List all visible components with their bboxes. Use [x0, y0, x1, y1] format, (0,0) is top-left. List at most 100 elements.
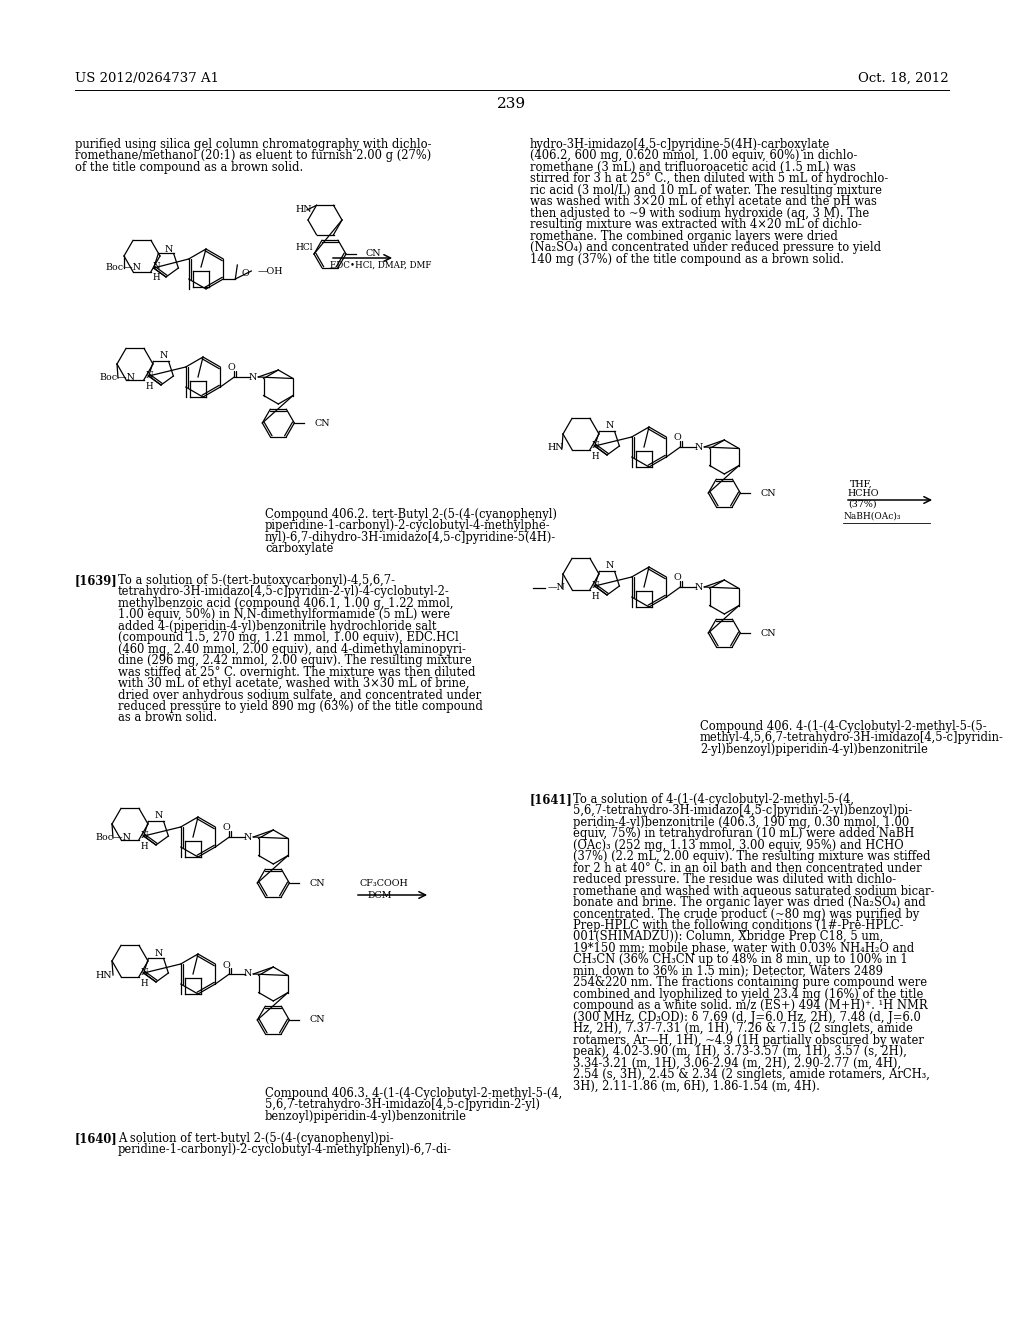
- Text: carboxylate: carboxylate: [265, 543, 334, 556]
- Text: (406.2, 600 mg, 0.620 mmol, 1.00 equiv, 60%) in dichlo-: (406.2, 600 mg, 0.620 mmol, 1.00 equiv, …: [530, 149, 857, 162]
- Text: CN: CN: [761, 628, 776, 638]
- Text: N
H: N H: [591, 441, 599, 461]
- Text: piperidine-1-carbonyl)-2-cyclobutyl-4-methylphe-: piperidine-1-carbonyl)-2-cyclobutyl-4-me…: [265, 520, 551, 532]
- Text: N: N: [243, 833, 252, 842]
- Text: N: N: [606, 561, 614, 570]
- Text: [1640]: [1640]: [75, 1133, 118, 1144]
- Text: bonate and brine. The organic layer was dried (Na₂SO₄) and: bonate and brine. The organic layer was …: [573, 896, 926, 909]
- Text: combined and lyophilized to yield 23.4 mg (16%) of the title: combined and lyophilized to yield 23.4 m…: [573, 987, 924, 1001]
- Text: 1.00 equiv, 50%) in N,N-dimethylformamide (5 mL) were: 1.00 equiv, 50%) in N,N-dimethylformamid…: [118, 609, 451, 622]
- Text: (300 MHz, CD₃OD): δ 7.69 (d, J=6.0 Hz, 2H), 7.48 (d, J=6.0: (300 MHz, CD₃OD): δ 7.69 (d, J=6.0 Hz, 2…: [573, 1011, 921, 1023]
- Text: for 2 h at 40° C. in an oil bath and then concentrated under: for 2 h at 40° C. in an oil bath and the…: [573, 862, 922, 875]
- Text: HN: HN: [95, 970, 112, 979]
- Text: N: N: [606, 421, 614, 430]
- Text: Oct. 18, 2012: Oct. 18, 2012: [858, 73, 949, 84]
- Text: CH₃CN (36% CH₃CN up to 48% in 8 min, up to 100% in 1: CH₃CN (36% CH₃CN up to 48% in 8 min, up …: [573, 953, 907, 966]
- Text: (OAc)₃ (252 mg, 1.13 mmol, 3.00 equiv, 95%) and HCHO: (OAc)₃ (252 mg, 1.13 mmol, 3.00 equiv, 9…: [573, 838, 903, 851]
- Text: O: O: [227, 363, 236, 372]
- Text: CN: CN: [366, 249, 382, 259]
- Text: reduced pressure. The residue was diluted with dichlo-: reduced pressure. The residue was dilute…: [573, 873, 896, 886]
- Text: Prep-HPLC with the following conditions (1#-Pre-HPLC-: Prep-HPLC with the following conditions …: [573, 919, 903, 932]
- Text: HCl: HCl: [295, 243, 312, 252]
- Text: CF₃COOH: CF₃COOH: [360, 879, 409, 887]
- Text: of the title compound as a brown solid.: of the title compound as a brown solid.: [75, 161, 303, 174]
- Text: CN: CN: [761, 488, 776, 498]
- Text: N: N: [160, 351, 168, 360]
- Text: purified using silica gel column chromatography with dichlo-: purified using silica gel column chromat…: [75, 139, 431, 150]
- Text: —N: —N: [548, 583, 566, 593]
- Text: Compound 406. 4-(1-(4-Cyclobutyl-2-methyl-5-(5-: Compound 406. 4-(1-(4-Cyclobutyl-2-methy…: [700, 719, 987, 733]
- Text: NaBH(OAc)₃: NaBH(OAc)₃: [843, 511, 900, 520]
- Text: N: N: [694, 442, 702, 451]
- Text: 2-yl)benzoyl)piperidin-4-yl)benzonitrile: 2-yl)benzoyl)piperidin-4-yl)benzonitrile: [700, 743, 928, 756]
- Text: (37%): (37%): [848, 499, 877, 508]
- Text: peridin-4-yl)benzonitrile (406.3, 190 mg, 0.30 mmol, 1.00: peridin-4-yl)benzonitrile (406.3, 190 mg…: [573, 816, 909, 829]
- Text: CN: CN: [314, 418, 330, 428]
- Text: romethane/methanol (20:1) as eluent to furnish 2.00 g (27%): romethane/methanol (20:1) as eluent to f…: [75, 149, 431, 162]
- Text: min, down to 36% in 1.5 min); Detector, Waters 2489: min, down to 36% in 1.5 min); Detector, …: [573, 965, 883, 978]
- Text: Boc—N: Boc—N: [100, 374, 136, 383]
- Text: nyl)-6,7-dihydro-3H-imidazo[4,5-c]pyridine-5(4H)-: nyl)-6,7-dihydro-3H-imidazo[4,5-c]pyridi…: [265, 531, 556, 544]
- Text: dried over anhydrous sodium sulfate, and concentrated under: dried over anhydrous sodium sulfate, and…: [118, 689, 481, 701]
- Text: 239: 239: [498, 96, 526, 111]
- Text: peak), 4.02-3.90 (m, 1H), 3.73-3.57 (m, 1H), 3.57 (s, 2H),: peak), 4.02-3.90 (m, 1H), 3.73-3.57 (m, …: [573, 1045, 907, 1059]
- Text: was stiffed at 25° C. overnight. The mixture was then diluted: was stiffed at 25° C. overnight. The mix…: [118, 665, 475, 678]
- Text: romethane. The combined organic layers were dried: romethane. The combined organic layers w…: [530, 230, 838, 243]
- Text: O: O: [674, 433, 681, 442]
- Text: as a brown solid.: as a brown solid.: [118, 711, 217, 725]
- Text: N
H: N H: [145, 371, 153, 391]
- Text: 001(SHIMADZU)): Column, Xbridge Prep C18, 5 um,: 001(SHIMADZU)): Column, Xbridge Prep C18…: [573, 931, 884, 944]
- Text: O: O: [242, 268, 249, 277]
- Text: CN: CN: [309, 1015, 325, 1024]
- Text: stirred for 3 h at 25° C., then diluted with 5 mL of hydrochlo-: stirred for 3 h at 25° C., then diluted …: [530, 173, 888, 185]
- Text: 2.54 (s, 3H), 2.45 & 2.34 (2 singlets, amide rotamers, ArCH₃,: 2.54 (s, 3H), 2.45 & 2.34 (2 singlets, a…: [573, 1068, 930, 1081]
- Text: resulting mixture was extracted with 4×20 mL of dichlo-: resulting mixture was extracted with 4×2…: [530, 218, 862, 231]
- Text: methylbenzoic acid (compound 406.1, 1.00 g, 1.22 mmol,: methylbenzoic acid (compound 406.1, 1.00…: [118, 597, 454, 610]
- Text: 5,6,7-tetrahydro-3H-imidazo[4,5-c]pyridin-2-yl)benzoyl)pi-: 5,6,7-tetrahydro-3H-imidazo[4,5-c]pyridi…: [573, 804, 912, 817]
- Text: romethane and washed with aqueous saturated sodium bicar-: romethane and washed with aqueous satura…: [573, 884, 934, 898]
- Text: 3.34-3.21 (m, 1H), 3.06-2.94 (m, 2H), 2.90-2.77 (m, 4H),: 3.34-3.21 (m, 1H), 3.06-2.94 (m, 2H), 2.…: [573, 1056, 901, 1069]
- Text: N
H: N H: [140, 832, 147, 850]
- Text: 140 mg (37%) of the title compound as a brown solid.: 140 mg (37%) of the title compound as a …: [530, 252, 844, 265]
- Text: then adjusted to ~9 with sodium hydroxide (aq, 3 M). The: then adjusted to ~9 with sodium hydroxid…: [530, 207, 869, 219]
- Text: HN: HN: [548, 444, 564, 453]
- Text: DCM: DCM: [368, 891, 392, 899]
- Text: 5,6,7-tetrahydro-3H-imidazo[4,5-c]pyridin-2-yl): 5,6,7-tetrahydro-3H-imidazo[4,5-c]pyridi…: [265, 1098, 540, 1111]
- Text: Boc—N: Boc—N: [106, 263, 142, 272]
- Text: compound as a white solid. m/z (ES+) 494 (M+H)⁺. ¹H NMR: compound as a white solid. m/z (ES+) 494…: [573, 999, 928, 1012]
- Text: N: N: [155, 812, 163, 821]
- Text: A solution of tert-butyl 2-(5-(4-(cyanophenyl)pi-: A solution of tert-butyl 2-(5-(4-(cyanop…: [118, 1133, 393, 1144]
- Text: [1641]: [1641]: [530, 793, 572, 807]
- Text: (460 mg, 2.40 mmol, 2.00 equiv), and 4-dimethylaminopyri-: (460 mg, 2.40 mmol, 2.00 equiv), and 4-d…: [118, 643, 466, 656]
- Text: [1639]: [1639]: [75, 574, 118, 587]
- Text: Boc—N: Boc—N: [95, 833, 131, 842]
- Text: romethane (3 mL) and trifluoroacetic acid (1.5 mL) was: romethane (3 mL) and trifluoroacetic aci…: [530, 161, 856, 174]
- Text: N: N: [155, 949, 163, 957]
- Text: HN: HN: [295, 206, 311, 214]
- Text: N
H: N H: [591, 581, 599, 601]
- Text: with 30 mL of ethyl acetate, washed with 3×30 mL of brine,: with 30 mL of ethyl acetate, washed with…: [118, 677, 469, 690]
- Text: concentrated. The crude product (~80 mg) was purified by: concentrated. The crude product (~80 mg)…: [573, 908, 920, 920]
- Text: Compound 406.3. 4-(1-(4-Cyclobutyl-2-methyl-5-(4,: Compound 406.3. 4-(1-(4-Cyclobutyl-2-met…: [265, 1086, 562, 1100]
- Text: US 2012/0264737 A1: US 2012/0264737 A1: [75, 73, 219, 84]
- Text: added 4-(piperidin-4-yl)benzonitrile hydrochloride salt: added 4-(piperidin-4-yl)benzonitrile hyd…: [118, 620, 436, 632]
- Text: N
H: N H: [140, 969, 147, 987]
- Text: benzoyl)piperidin-4-yl)benzonitrile: benzoyl)piperidin-4-yl)benzonitrile: [265, 1110, 467, 1123]
- Text: equiv, 75%) in tetrahydrofuran (10 mL) were added NaBH: equiv, 75%) in tetrahydrofuran (10 mL) w…: [573, 828, 914, 841]
- Text: CN: CN: [309, 879, 325, 887]
- Text: Compound 406.2. tert-Butyl 2-(5-(4-(cyanophenyl): Compound 406.2. tert-Butyl 2-(5-(4-(cyan…: [265, 508, 557, 521]
- Text: THF,: THF,: [850, 479, 872, 488]
- Text: ric acid (3 mol/L) and 10 mL of water. The resulting mixture: ric acid (3 mol/L) and 10 mL of water. T…: [530, 183, 882, 197]
- Text: 19*150 mm; mobile phase, water with 0.03% NH₄H₂O and: 19*150 mm; mobile phase, water with 0.03…: [573, 942, 914, 954]
- Text: EDC•HCl, DMAP, DMF: EDC•HCl, DMAP, DMF: [330, 260, 431, 269]
- Text: (Na₂SO₄) and concentrated under reduced pressure to yield: (Na₂SO₄) and concentrated under reduced …: [530, 242, 881, 253]
- Text: peridine-1-carbonyl)-2-cyclobutyl-4-methylphenyl)-6,7-di-: peridine-1-carbonyl)-2-cyclobutyl-4-meth…: [118, 1143, 452, 1156]
- Text: —OH: —OH: [257, 267, 283, 276]
- Text: HCHO: HCHO: [848, 490, 880, 499]
- Text: N: N: [248, 372, 256, 381]
- Text: dine (296 mg, 2.42 mmol, 2.00 equiv). The resulting mixture: dine (296 mg, 2.42 mmol, 2.00 equiv). Th…: [118, 655, 472, 667]
- Text: was washed with 3×20 mL of ethyl acetate and the pH was: was washed with 3×20 mL of ethyl acetate…: [530, 195, 877, 209]
- Text: Hz, 2H), 7.37-7.31 (m, 1H), 7.26 & 7.15 (2 singlets, amide: Hz, 2H), 7.37-7.31 (m, 1H), 7.26 & 7.15 …: [573, 1022, 912, 1035]
- Text: To a solution of 4-(1-(4-cyclobutyl-2-methyl-5-(4,: To a solution of 4-(1-(4-cyclobutyl-2-me…: [573, 793, 854, 807]
- Text: hydro-3H-imidazo[4,5-c]pyridine-5(4H)-carboxylate: hydro-3H-imidazo[4,5-c]pyridine-5(4H)-ca…: [530, 139, 830, 150]
